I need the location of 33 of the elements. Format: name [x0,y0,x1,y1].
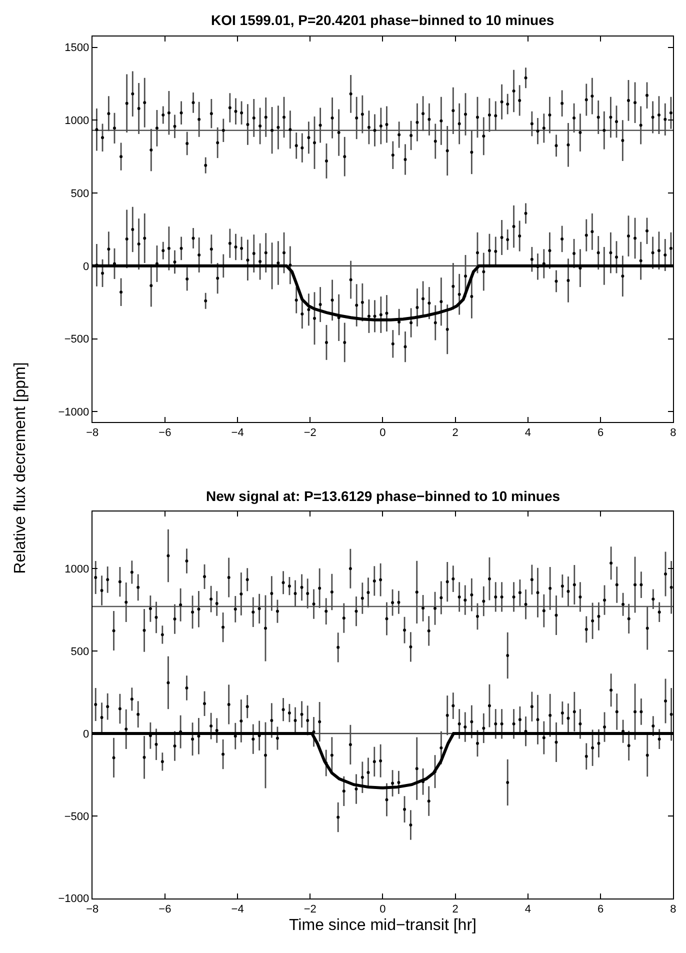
x-tick-label: 0 [380,427,386,440]
chart-title: KOI 1599.01, P=20.4201 phase−binned to 10 minues [211,12,554,28]
x-tick-label: 6 [597,904,604,916]
x-tick-label: −2 [304,904,316,916]
x-tick-label: 2 [452,427,458,440]
x-tick-label: 8 [670,904,676,916]
x-tick-label: −4 [231,427,244,440]
x-axis-title: Time since mid−transit [hr] [289,917,476,934]
y-tick-label: 1000 [64,563,90,576]
y-tick-label: −500 [64,810,90,823]
chart-title: New signal at: P=13.6129 phase−binned to 10 minues [206,488,560,504]
x-tick-label: 2 [452,904,458,916]
x-tick-label: −4 [231,904,244,916]
x-tick-label: 6 [597,427,604,440]
x-tick-label: 0 [380,904,386,916]
x-tick-label: −2 [304,427,316,440]
x-tick-label: −6 [158,904,172,916]
y-tick-label: −500 [64,334,90,346]
y-tick-label: 1500 [64,42,90,54]
y-tick-label: 0 [83,260,90,273]
y-tick-label: −1000 [58,893,90,906]
y-axis-title: Relative flux decrement [ppm] [12,362,30,574]
y-tick-label: 500 [70,646,90,658]
y-tick-label: 500 [70,188,90,200]
y-tick-label: −1000 [58,406,90,419]
x-tick-label: 4 [524,427,531,440]
x-tick-label: 8 [670,427,676,440]
x-tick-label: −8 [86,904,99,916]
y-tick-label: 1000 [64,114,90,127]
y-tick-label: 0 [83,728,90,740]
x-tick-label: −6 [158,427,172,440]
x-tick-label: 4 [524,904,531,916]
x-tick-label: −8 [86,427,99,440]
